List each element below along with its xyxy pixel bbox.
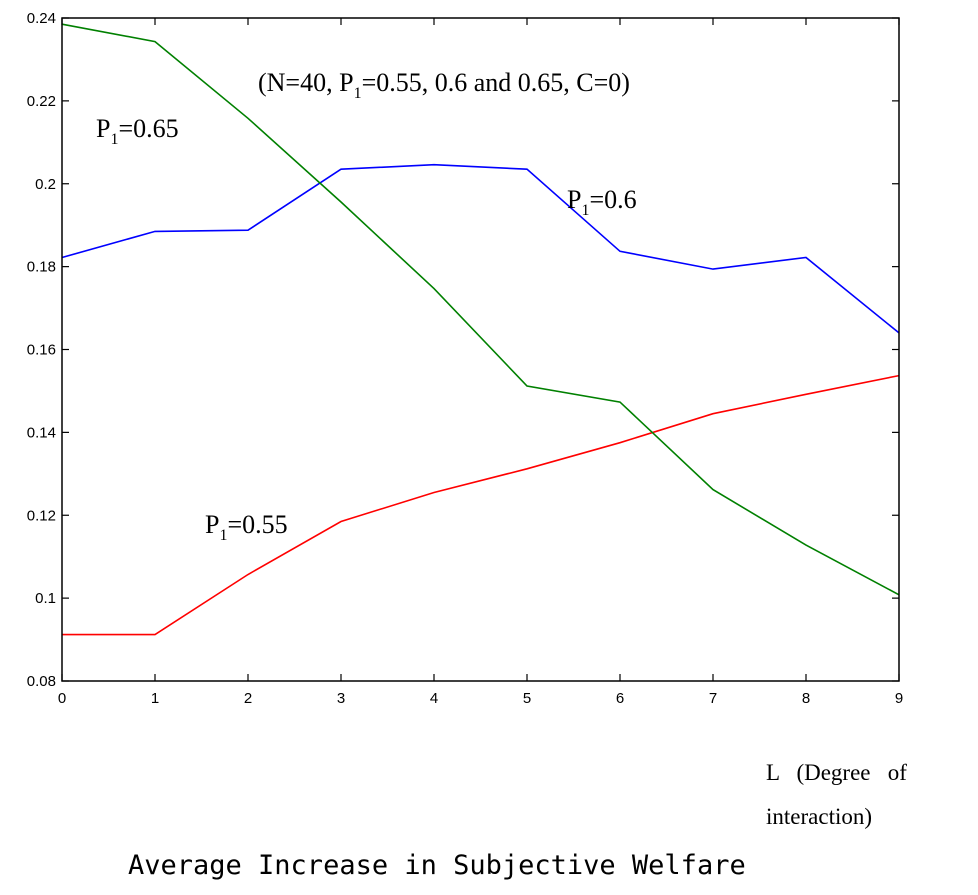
y-tick-label-0.14: 0.14 xyxy=(27,424,56,441)
x-tick-label-9: 9 xyxy=(895,690,903,707)
x-tick-label-0: 0 xyxy=(58,690,66,707)
ticks-layer: 0 1 2 3 4 5 6 7 8 9 0.08 0.1 0.12 0.14 0.16 0.18 0.2 0.22… xyxy=(27,10,903,707)
x-tick-label-5: 5 xyxy=(523,690,531,707)
y-tick-label-0.2: 0.2 xyxy=(35,176,56,193)
plot-frame xyxy=(61,17,900,682)
figure-caption: Average Increase in Subjective Welfare xyxy=(128,850,746,881)
series-line-0 xyxy=(62,374,900,636)
x-axis-label-line1: L (Degree of xyxy=(766,760,907,785)
y-tick-label-0.1: 0.1 xyxy=(35,590,56,607)
line-chart: 0 1 2 3 4 5 6 7 8 9 0.08 0.1 0.12 0.14 0.16 0.18 0.2 0.22… xyxy=(27,10,903,707)
x-tick-label-6: 6 xyxy=(616,690,624,707)
series-line-1 xyxy=(61,163,900,334)
series-line-2 xyxy=(61,23,900,596)
y-tick-label-0.24: 0.24 xyxy=(27,10,56,27)
y-tick-label-0.18: 0.18 xyxy=(27,259,56,276)
series-label-p055: P1=0.55 xyxy=(205,510,288,544)
x-tick-label-3: 3 xyxy=(337,690,345,707)
series-label-p065: P1=0.65 xyxy=(96,114,179,148)
x-tick-label-8: 8 xyxy=(802,690,810,707)
y-tick-label-0.22: 0.22 xyxy=(27,93,56,110)
series-label-p06: P1=0.6 xyxy=(567,185,637,219)
params-annotation: (N=40, P1=0.55, 0.6 and 0.65, C=0) xyxy=(258,68,630,102)
y-tick-label-0.08: 0.08 xyxy=(27,673,56,690)
y-tick-label-0.12: 0.12 xyxy=(27,507,56,524)
y-tick-label-0.16: 0.16 xyxy=(27,342,56,359)
x-tick-label-4: 4 xyxy=(430,690,438,707)
x-tick-label-1: 1 xyxy=(151,690,159,707)
x-axis-label-line2: interaction) xyxy=(766,804,873,829)
x-tick-label-7: 7 xyxy=(709,690,717,707)
series-layer xyxy=(61,23,900,636)
x-tick-label-2: 2 xyxy=(244,690,252,707)
